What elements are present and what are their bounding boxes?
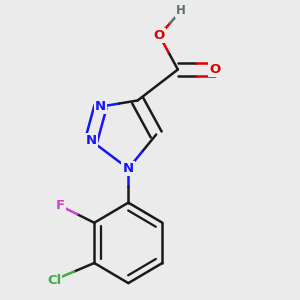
Text: Cl: Cl (47, 274, 61, 286)
Text: F: F (56, 199, 65, 212)
Text: H: H (176, 4, 186, 17)
Text: N: N (85, 134, 97, 147)
Text: N: N (123, 162, 134, 175)
Text: O: O (154, 29, 165, 42)
Text: O: O (209, 63, 220, 76)
Text: N: N (95, 100, 106, 113)
